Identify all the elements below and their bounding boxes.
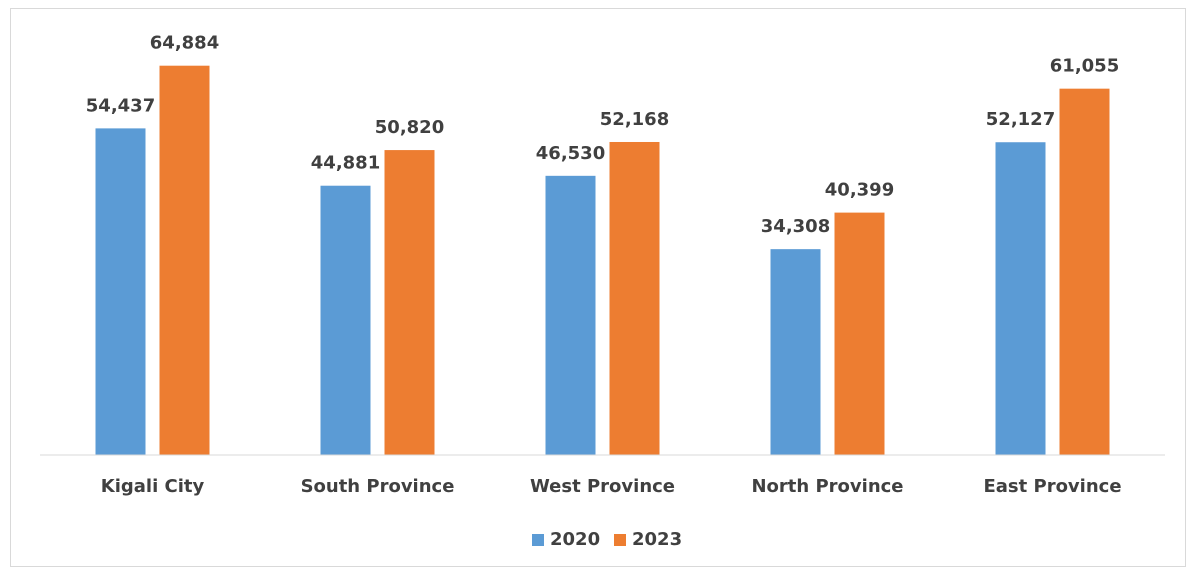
bar: [834, 212, 885, 455]
x-tick-label: Kigali City: [101, 476, 205, 497]
bar: [770, 249, 821, 455]
data-label: 61,055: [1050, 56, 1119, 77]
data-label: 64,884: [150, 33, 219, 54]
data-label: 52,168: [600, 109, 669, 130]
bar: [545, 175, 596, 455]
bar: [320, 185, 371, 456]
x-tick-label: West Province: [530, 476, 675, 497]
legend-swatch: [532, 534, 544, 546]
chart-frame: [10, 8, 1186, 567]
legend-label: 2020: [550, 529, 600, 550]
data-label: 46,530: [536, 143, 605, 164]
data-label: 44,881: [311, 153, 380, 174]
data-label: 40,399: [825, 180, 894, 201]
data-label: 50,820: [375, 117, 444, 138]
x-tick-label: South Province: [301, 476, 455, 497]
x-tick-label: North Province: [751, 476, 903, 497]
bar: [384, 150, 435, 455]
bar: [995, 142, 1046, 455]
data-label: 52,127: [986, 109, 1055, 130]
legend-label: 2023: [632, 529, 682, 550]
bar: [95, 128, 146, 456]
legend-swatch: [614, 534, 626, 546]
data-label: 54,437: [86, 95, 155, 116]
bar: [159, 65, 210, 456]
data-label: 34,308: [761, 216, 830, 237]
bar: [609, 141, 660, 455]
x-tick-label: East Province: [983, 476, 1121, 497]
bar: [1059, 88, 1110, 456]
